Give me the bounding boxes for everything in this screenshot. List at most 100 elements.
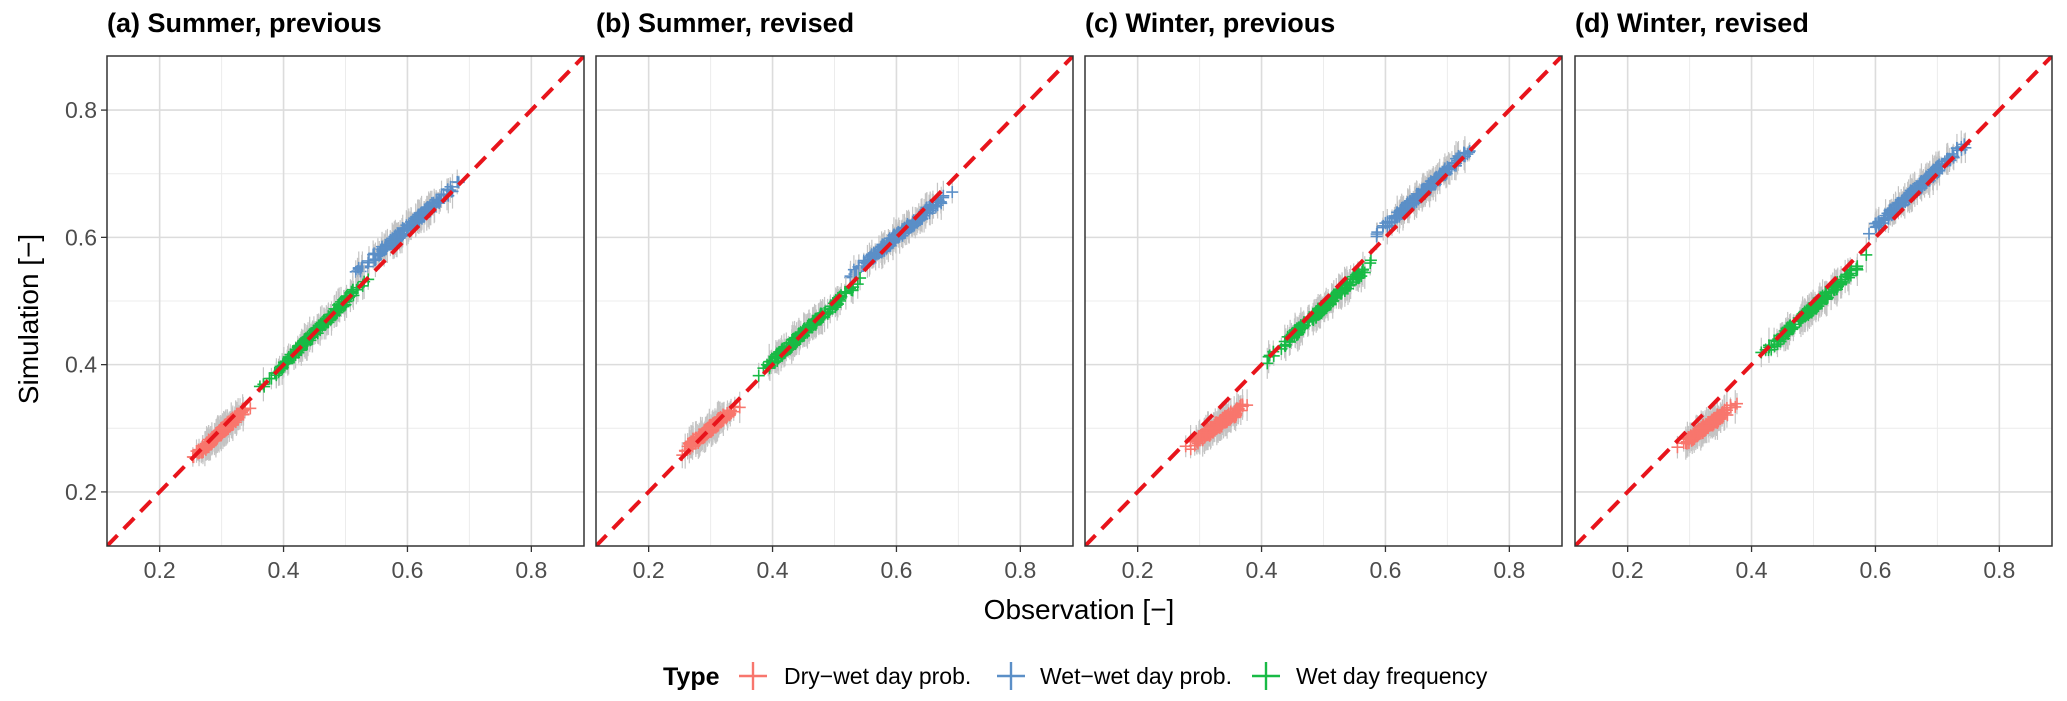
data-point — [1356, 266, 1369, 279]
data-point — [752, 369, 765, 382]
data-point — [380, 241, 393, 254]
panel-a-border — [106, 55, 585, 547]
data-point — [1696, 421, 1709, 434]
panel-d-data — [1575, 56, 2052, 546]
data-point — [838, 285, 851, 298]
data-point — [1863, 227, 1876, 240]
data-point — [705, 425, 718, 438]
data-point — [686, 438, 699, 451]
panel-a-y-tick-label: 0.8 — [65, 97, 97, 123]
panel-a-y-tick-label: 0.4 — [65, 352, 97, 378]
data-point — [350, 283, 363, 296]
data-point — [1241, 399, 1254, 412]
data-point — [1708, 412, 1721, 425]
data-point — [1441, 160, 1454, 173]
legend: Type Dry−wet day prob. Wet−wet day prob.… — [663, 662, 1488, 691]
panel-b-one-to-one-line — [596, 56, 1073, 546]
panel-b-border — [595, 55, 1074, 547]
panel-c-data — [1085, 56, 1562, 546]
data-point — [401, 221, 414, 234]
panel-a-one-to-one-line — [107, 56, 584, 546]
legend-key-dry-wet — [739, 662, 767, 690]
data-point — [1716, 407, 1729, 420]
legend-entry-dry-wet: Dry−wet day prob. — [739, 662, 971, 690]
panel-c-grid — [1085, 56, 1562, 546]
data-point — [394, 230, 407, 243]
data-point — [362, 256, 375, 269]
data-point — [1829, 281, 1842, 294]
data-point — [1220, 409, 1233, 422]
legend-label-wet-day-frequency: Wet day frequency — [1296, 663, 1488, 689]
panel-d-title: (d) Winter, revised — [1575, 8, 1809, 38]
panel-b-data — [596, 56, 1073, 546]
data-point — [1394, 205, 1407, 218]
panel-b-series-dry-wet — [676, 391, 746, 469]
data-point — [1929, 161, 1942, 174]
data-point — [1820, 292, 1833, 305]
data-point — [402, 219, 415, 232]
panel-c-x-tick-label: 0.2 — [1122, 557, 1154, 583]
panel-a-x-tick-label: 0.4 — [268, 557, 300, 583]
panel-c-one-to-one-line — [1085, 56, 1562, 546]
panel-a-y-tick-label: 0.2 — [65, 479, 97, 505]
data-point — [1364, 254, 1377, 267]
panel-a-x-tick-label: 0.6 — [391, 557, 423, 583]
panel-c-x-tick-label: 0.6 — [1369, 557, 1401, 583]
panel-a-y-tick-label: 0.6 — [65, 224, 97, 250]
panel-d-x-tick-label: 0.4 — [1736, 557, 1768, 583]
data-point — [733, 401, 746, 414]
data-point — [1391, 210, 1404, 223]
data-point — [1707, 415, 1720, 428]
data-point — [1423, 179, 1436, 192]
data-point — [1903, 186, 1916, 199]
data-point — [946, 186, 959, 199]
data-point — [1370, 230, 1383, 243]
data-point — [374, 247, 387, 260]
panel-b-x-tick-label: 0.4 — [757, 557, 789, 583]
data-point — [1416, 185, 1429, 198]
panel-c-series-dry-wet — [1179, 389, 1254, 459]
panel-d-x-tick-label: 0.6 — [1859, 557, 1891, 583]
data-point — [1200, 426, 1213, 439]
panel-c-x-tick-label: 0.8 — [1493, 557, 1525, 583]
panel-c-series-wet-wet — [1370, 136, 1476, 251]
data-point — [1221, 411, 1234, 424]
data-point — [1442, 162, 1455, 175]
panel-a-x-tick-label: 0.2 — [144, 557, 176, 583]
data-point — [1261, 357, 1274, 370]
panel-d-series-wet-day-frequency — [1755, 237, 1873, 368]
panel-a-data — [107, 56, 584, 546]
data-point — [1850, 262, 1863, 275]
data-point — [1819, 290, 1832, 303]
panel-b-title: (b) Summer, revised — [596, 8, 854, 38]
data-point — [1403, 195, 1416, 208]
data-point — [1682, 431, 1695, 444]
panel-b-x-tick-label: 0.6 — [880, 557, 912, 583]
data-point — [1279, 338, 1292, 351]
data-point — [1688, 427, 1701, 440]
data-point — [1463, 146, 1476, 159]
panel-d-series-dry-wet — [1671, 390, 1743, 460]
data-point — [846, 284, 859, 297]
data-point — [1860, 248, 1873, 261]
panel-b-x-tick-label: 0.8 — [1004, 557, 1036, 583]
panel-d-x-tick-label: 0.8 — [1983, 557, 2015, 583]
panel-b: (b) Summer, revised 0.2 0.4 0.6 0.8 — [595, 8, 1074, 583]
legend-entry-wet-day-frequency: Wet day frequency — [1252, 662, 1488, 690]
data-point — [1278, 335, 1291, 348]
x-axis-title: Observation [−] — [984, 594, 1175, 625]
data-point — [421, 201, 434, 214]
legend-key-wet-day-frequency — [1252, 662, 1280, 690]
data-point — [1207, 423, 1220, 436]
data-point — [281, 355, 294, 368]
panel-a-series-wet-wet — [349, 169, 465, 285]
data-point — [1196, 434, 1209, 447]
data-point — [851, 278, 864, 291]
data-point — [1869, 217, 1882, 230]
data-point — [1228, 407, 1241, 420]
data-point — [1893, 197, 1906, 210]
legend-label-wet-wet: Wet−wet day prob. — [1040, 663, 1232, 689]
data-point — [1913, 177, 1926, 190]
data-point — [1400, 198, 1413, 211]
data-point — [216, 421, 229, 434]
